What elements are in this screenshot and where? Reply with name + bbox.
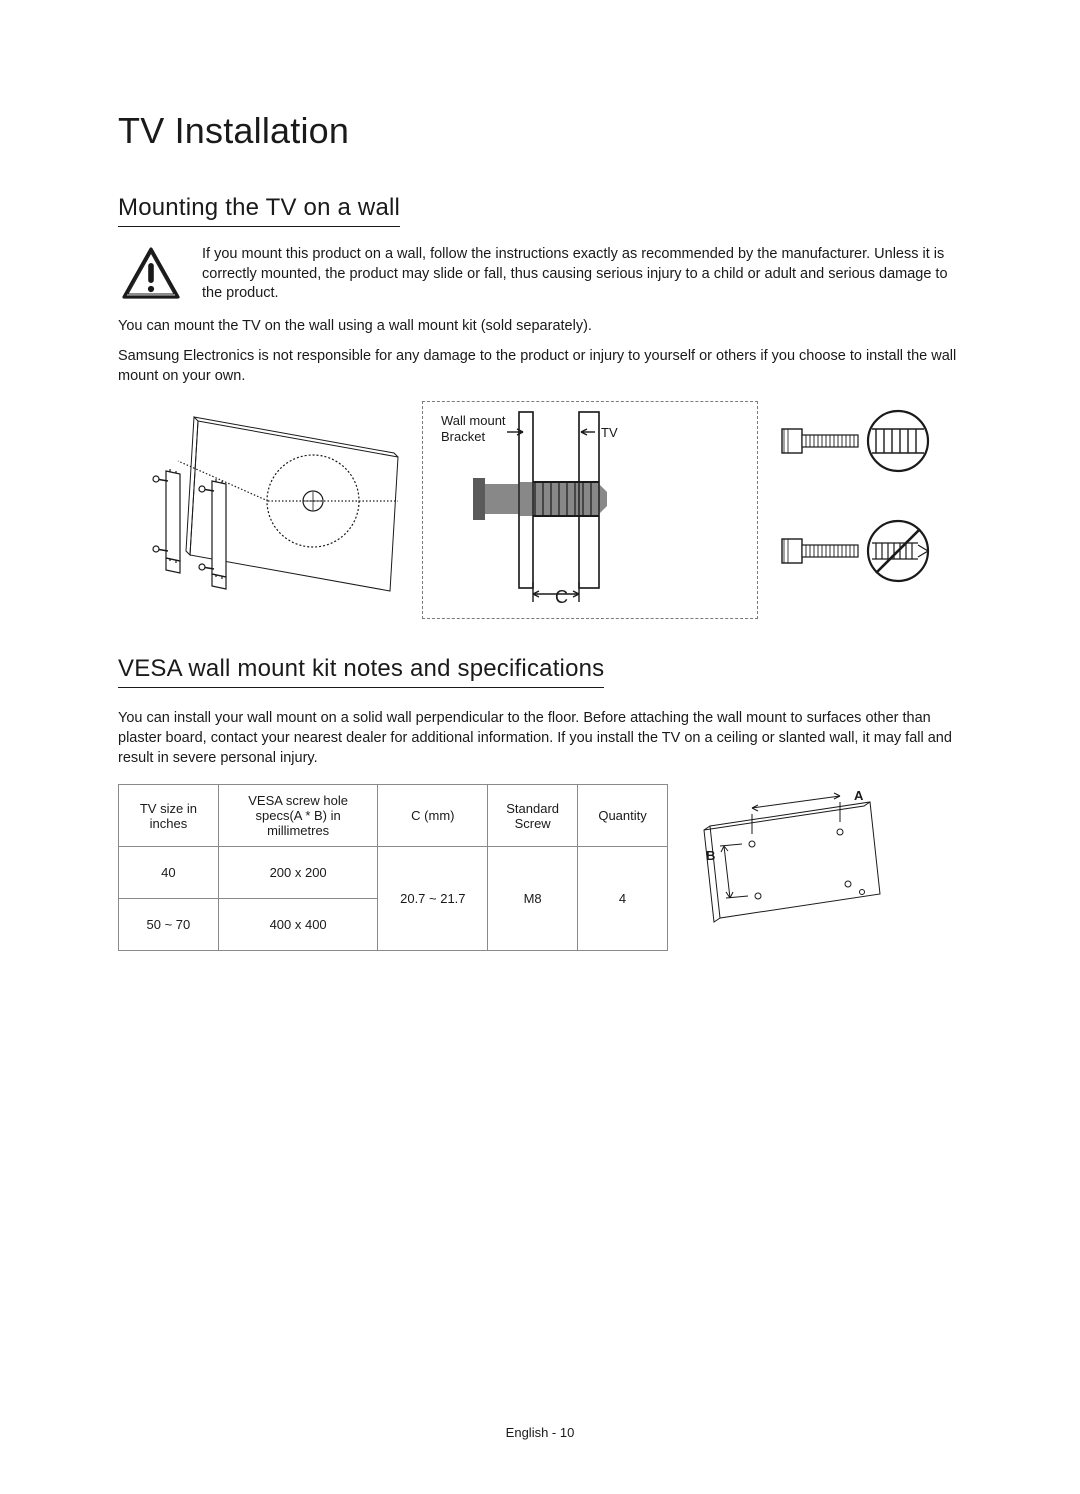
warning-icon xyxy=(118,245,184,304)
cell-cmm: 20.7 ~ 21.7 xyxy=(378,847,488,951)
cell-size-0: 40 xyxy=(119,847,219,899)
vesa-table: TV size in inches VESA screw hole specs(… xyxy=(118,784,668,951)
cell-qty: 4 xyxy=(578,847,668,951)
warning-block: If you mount this product on a wall, fol… xyxy=(118,245,962,304)
vesa-p1: You can install your wall mount on a sol… xyxy=(118,708,962,769)
diagram-ab-tv-back: A B xyxy=(680,784,900,914)
th-size: TV size in inches xyxy=(119,785,219,847)
label-b: B xyxy=(706,848,715,863)
vesa-heading: VESA wall mount kit notes and specificat… xyxy=(118,655,604,688)
th-spec: VESA screw hole specs(A * B) in millimet… xyxy=(218,785,378,847)
table-row: 40 200 x 200 20.7 ~ 21.7 M8 4 xyxy=(119,847,668,899)
label-a: A xyxy=(854,788,864,803)
cell-spec-0: 200 x 200 xyxy=(218,847,378,899)
table-header-row: TV size in inches VESA screw hole specs(… xyxy=(119,785,668,847)
page-title: TV Installation xyxy=(118,110,962,152)
th-qty: Quantity xyxy=(578,785,668,847)
diagram-screw-variants xyxy=(768,401,938,619)
mounting-p2: Samsung Electronics is not responsible f… xyxy=(118,346,962,387)
cell-size-1: 50 ~ 70 xyxy=(119,899,219,951)
diagram-cross-section: Wall mount Bracket TV C xyxy=(422,401,758,619)
cell-screw: M8 xyxy=(488,847,578,951)
diagrams-row: Wall mount Bracket TV C xyxy=(118,401,962,619)
page-footer: English - 10 xyxy=(0,1425,1080,1440)
th-cmm: C (mm) xyxy=(378,785,488,847)
warning-text: If you mount this product on a wall, fol… xyxy=(202,245,962,304)
mounting-p1: You can mount the TV on the wall using a… xyxy=(118,316,962,336)
th-screw: Standard Screw xyxy=(488,785,578,847)
cell-spec-1: 400 x 400 xyxy=(218,899,378,951)
diagram-tv-iso xyxy=(118,401,412,619)
mounting-heading: Mounting the TV on a wall xyxy=(118,194,400,227)
